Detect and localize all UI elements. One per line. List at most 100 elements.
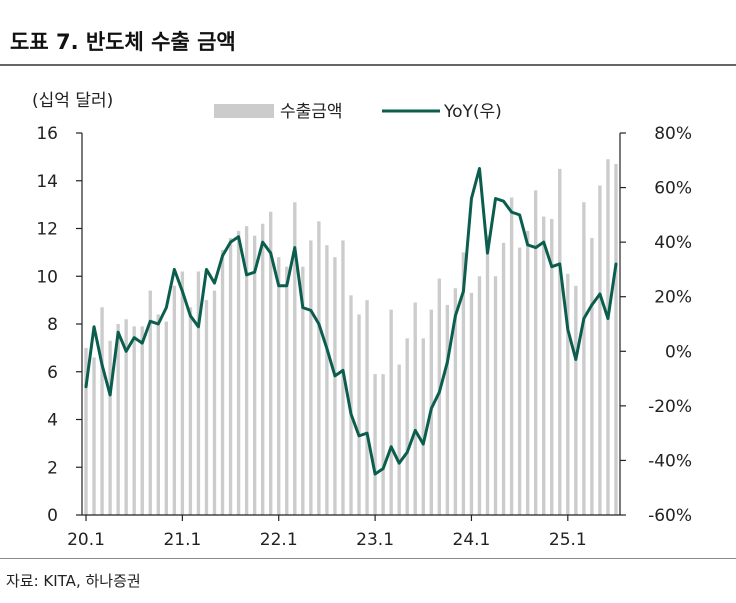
left-tick-label: 10 xyxy=(36,267,58,287)
yoy-line-series xyxy=(84,166,618,476)
left-tick-label: 4 xyxy=(47,411,58,431)
x-tick-label: 22.1 xyxy=(260,530,298,550)
export-bar xyxy=(301,266,305,515)
export-bar xyxy=(317,221,321,515)
header-divider xyxy=(0,64,736,66)
legend-bar-swatch xyxy=(214,104,274,118)
left-axis-tick-labels: 0 2 4 6 8 10 12 14 16 xyxy=(36,124,82,526)
export-bar xyxy=(517,247,522,515)
x-tick-label: 21.1 xyxy=(163,530,201,550)
left-tick-label: 2 xyxy=(47,458,58,478)
export-bar xyxy=(132,326,136,515)
export-bar xyxy=(590,238,594,516)
export-bar xyxy=(156,314,160,515)
export-bar xyxy=(453,288,458,515)
export-bar xyxy=(293,202,297,516)
export-bar xyxy=(542,216,546,515)
export-bar xyxy=(100,307,104,515)
right-tick-label: 40% xyxy=(654,233,692,253)
export-bar xyxy=(196,271,201,515)
left-tick-label: 8 xyxy=(47,315,58,335)
right-tick-label: 20% xyxy=(654,288,692,308)
export-bar xyxy=(373,374,377,515)
export-bar xyxy=(493,276,498,515)
export-bar xyxy=(285,266,289,515)
right-tick-label: 80% xyxy=(654,124,692,144)
export-bar xyxy=(220,249,225,516)
export-bar xyxy=(397,364,401,515)
export-bar xyxy=(148,290,152,515)
export-bar xyxy=(405,338,409,515)
export-bar xyxy=(445,304,450,515)
export-bar xyxy=(140,326,144,515)
export-bar xyxy=(92,357,96,515)
export-bar xyxy=(204,300,209,516)
export-bar xyxy=(244,226,249,516)
export-bar xyxy=(413,302,417,515)
export-bar xyxy=(461,252,466,516)
export-bar xyxy=(477,276,482,515)
export-bar xyxy=(260,223,265,516)
x-tick-label: 23.1 xyxy=(356,530,394,550)
semiconductor-export-chart: (십억 달러) 수출금액 YoY(우) 0 2 4 6 8 10 12 14 16 -60% -4… xyxy=(32,91,692,550)
right-tick-label: -60% xyxy=(648,506,692,526)
right-tick-label: -20% xyxy=(648,397,692,417)
export-bar xyxy=(333,257,337,515)
right-axis-tick-labels: -60% -40% -20% 0% 20% 40% 60% 80% xyxy=(620,124,692,526)
export-bar xyxy=(212,290,217,515)
export-bar xyxy=(574,285,578,515)
export-bar xyxy=(349,295,353,515)
x-tick-label: 24.1 xyxy=(453,530,491,550)
export-bar xyxy=(501,242,506,515)
export-bar xyxy=(357,314,361,515)
left-tick-label: 12 xyxy=(36,220,58,240)
legend-line-label: YoY(우) xyxy=(443,102,502,122)
export-bar xyxy=(269,211,273,516)
left-tick-label: 14 xyxy=(36,172,58,192)
x-tick-label: 20.1 xyxy=(67,530,105,550)
export-amount-bars xyxy=(84,159,618,516)
left-axis-unit-label: (십억 달러) xyxy=(32,91,113,111)
export-bar xyxy=(188,307,193,515)
export-bar xyxy=(550,218,554,515)
right-tick-label: 0% xyxy=(665,342,692,362)
export-bar xyxy=(381,374,385,515)
export-bar xyxy=(614,164,618,516)
export-bar xyxy=(509,197,514,515)
legend-bar-label: 수출금액 xyxy=(280,102,343,122)
export-bar xyxy=(180,271,185,515)
chart-legend: 수출금액 YoY(우) xyxy=(214,102,502,122)
export-bar xyxy=(116,324,120,515)
export-bar xyxy=(252,235,257,515)
export-bar xyxy=(598,185,602,515)
export-bar xyxy=(566,273,570,515)
chart-title: 도표 7. 반도체 수출 금액 xyxy=(10,30,236,54)
export-bar xyxy=(389,309,393,515)
export-bar xyxy=(525,230,530,515)
x-axis-tick-labels: 20.1 21.1 22.1 23.1 24.1 25.1 xyxy=(67,515,587,550)
export-bar xyxy=(469,292,474,515)
yoy-line xyxy=(84,166,618,476)
footer-divider xyxy=(0,558,736,559)
export-bar xyxy=(236,230,241,515)
left-tick-label: 16 xyxy=(36,124,58,144)
export-bar xyxy=(558,168,562,515)
export-bar xyxy=(325,245,329,515)
export-bar xyxy=(534,190,538,516)
export-bar xyxy=(124,319,128,515)
export-bar xyxy=(164,321,168,515)
export-bar xyxy=(309,240,313,515)
export-bar xyxy=(108,340,112,515)
export-bar xyxy=(84,347,88,516)
chart-header: 도표 7. 반도체 수출 금액 xyxy=(0,0,736,66)
export-bar xyxy=(437,278,442,515)
right-tick-label: -40% xyxy=(648,451,692,471)
export-bar xyxy=(582,202,586,516)
export-bar xyxy=(485,235,490,515)
export-bar xyxy=(228,238,233,516)
export-bar xyxy=(277,257,281,515)
source-note: 자료: KITA, 하나증권 xyxy=(6,572,141,590)
left-tick-label: 6 xyxy=(47,363,58,383)
left-tick-label: 0 xyxy=(47,506,58,526)
export-bar xyxy=(606,159,610,515)
